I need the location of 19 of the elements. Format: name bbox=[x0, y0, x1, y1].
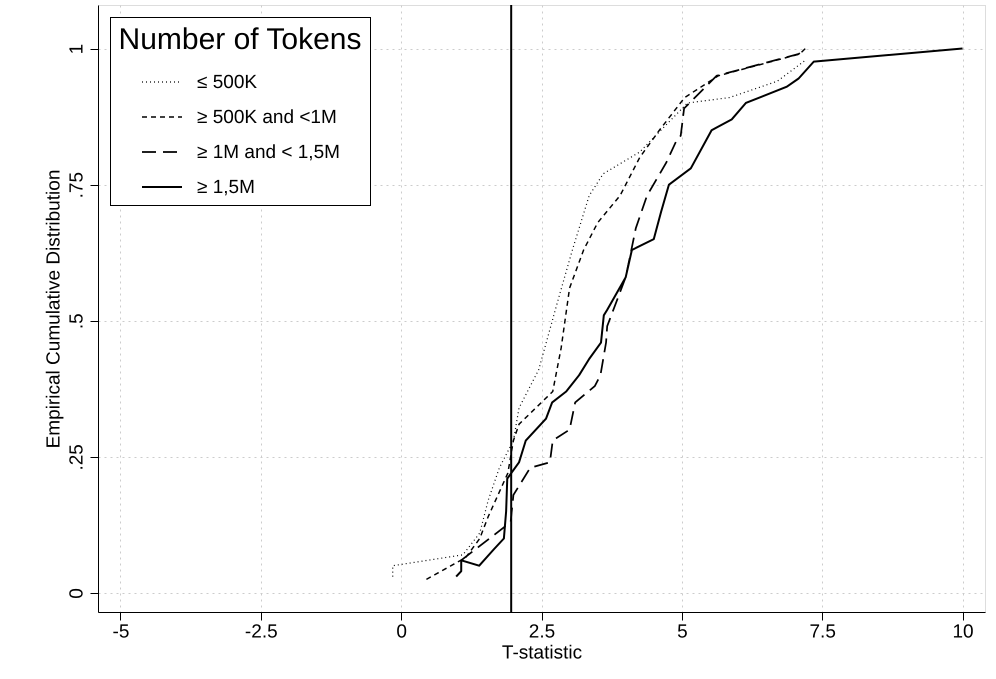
legend-label: ≥ 1M and < 1,5M bbox=[197, 142, 340, 163]
legend-label: ≥ 500K and <1M bbox=[197, 107, 337, 128]
legend-label: ≥ 1,5M bbox=[197, 177, 255, 198]
y-tick-label: .75 bbox=[66, 172, 88, 198]
y-tick-label: 0 bbox=[66, 588, 88, 599]
legend-label: ≤ 500K bbox=[197, 72, 258, 93]
x-axis-title: T-statistic bbox=[502, 642, 582, 664]
x-tick-label: 7.5 bbox=[809, 622, 836, 642]
x-tick-label: 10 bbox=[952, 622, 974, 642]
x-tick-label: 5 bbox=[677, 622, 688, 642]
y-axis-title: Empirical Cumulative Distribution bbox=[44, 170, 64, 448]
x-tick-label: -2.5 bbox=[244, 622, 278, 642]
y-tick-label: 1 bbox=[66, 44, 88, 54]
y-tick-label: .5 bbox=[66, 313, 88, 330]
x-tick-label: 0 bbox=[396, 622, 407, 642]
legend-title: Number of Tokens bbox=[118, 23, 362, 56]
x-tick-label: -5 bbox=[112, 622, 130, 642]
y-tick-label: .25 bbox=[66, 444, 88, 471]
x-tick-label: 2.5 bbox=[528, 622, 556, 642]
